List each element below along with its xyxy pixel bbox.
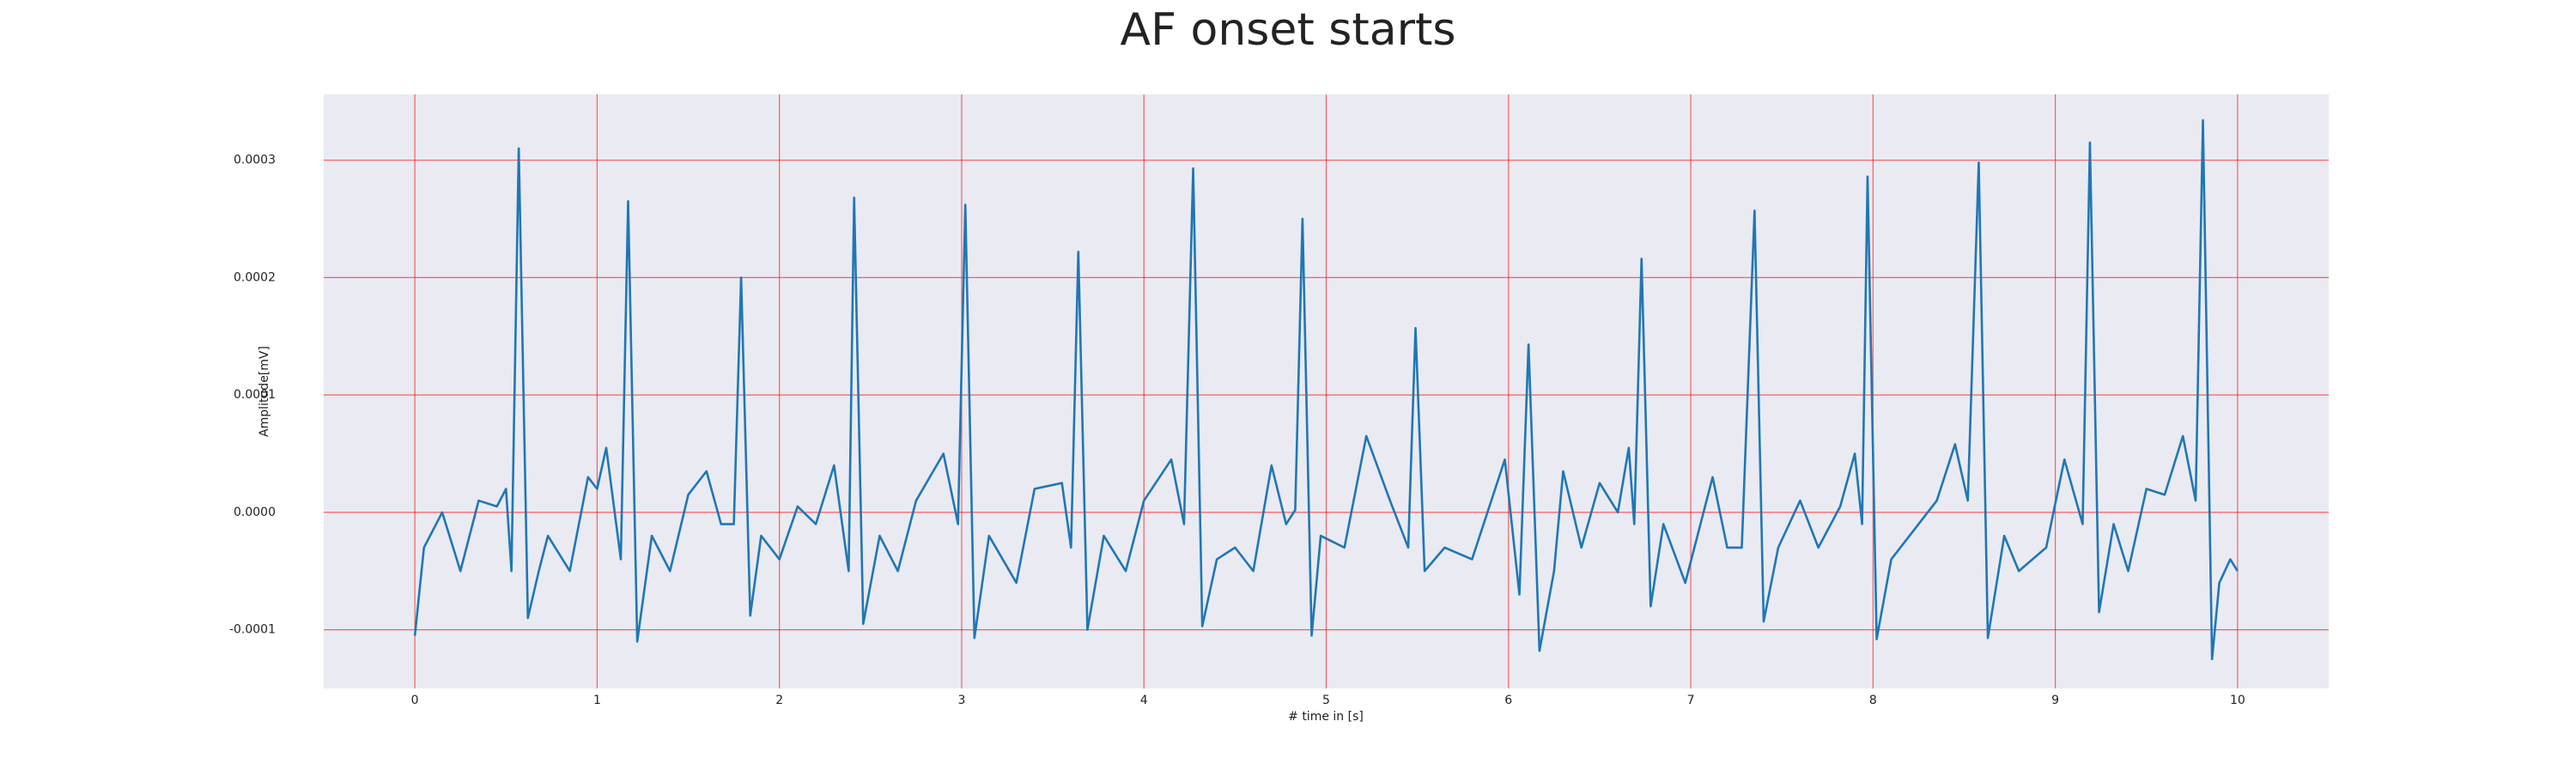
chart-title: AF onset starts (1121, 4, 1456, 56)
y-tick-label: -0.0001 (229, 623, 276, 637)
x-tick-label: 2 (775, 694, 783, 707)
x-tick-label: 10 (2230, 694, 2245, 707)
y-tick-label: 0.0001 (234, 388, 276, 402)
x-tick-label: 6 (1504, 694, 1512, 707)
x-tick-label: 5 (1322, 694, 1330, 707)
x-tick-label: 0 (411, 694, 419, 707)
x-tick-label: 3 (957, 694, 965, 707)
y-axis-label: Amplitude[mV] (258, 346, 271, 437)
x-axis-label: # time in [s] (1288, 710, 1364, 724)
x-tick-label: 7 (1687, 694, 1695, 707)
x-tick-label: 9 (2051, 694, 2059, 707)
y-tick-label: 0.0002 (234, 270, 276, 284)
x-tick-label: 8 (1869, 694, 1877, 707)
y-tick-label: 0.0000 (234, 506, 276, 519)
y-tick-label: 0.0003 (234, 154, 276, 167)
x-tick-label: 1 (593, 694, 601, 707)
ecg-line (413, 118, 2239, 661)
x-tick-label: 4 (1140, 694, 1148, 707)
